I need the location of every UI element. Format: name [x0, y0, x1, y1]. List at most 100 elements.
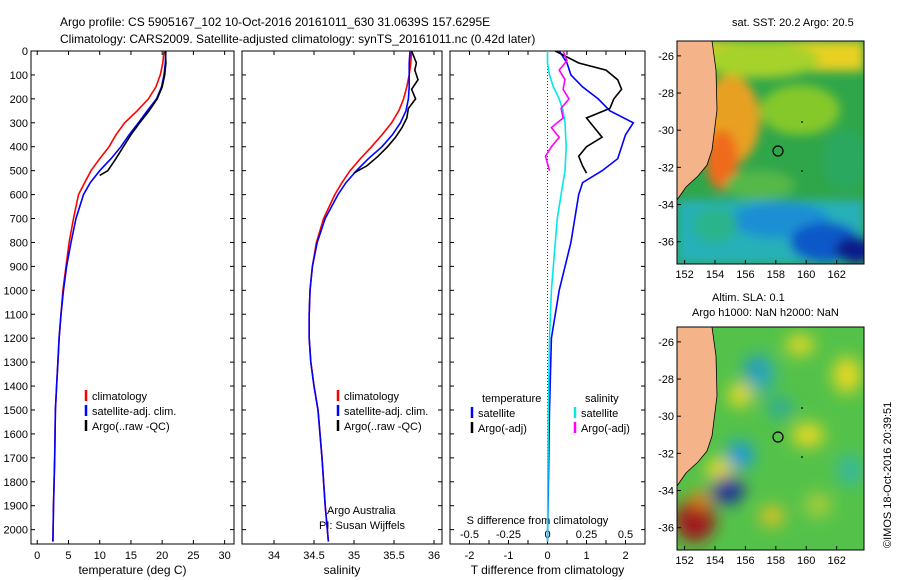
- difference-xtick-label: -1: [504, 550, 514, 562]
- difference-top-xtick-label: -0.25: [496, 529, 521, 541]
- depth-tick-label: 1300: [4, 357, 28, 369]
- sst-map-ticks: 152 154 156 158 160 162 -26 -28 -30 -32 -34 -36: [658, 51, 846, 281]
- depth-tick-label: 500: [10, 166, 28, 178]
- map-xtick-label: 152: [675, 269, 693, 281]
- salinity-xtick-label: 35.5: [383, 550, 404, 562]
- difference-top-xtick-label: -0.5: [460, 529, 479, 541]
- salinity-legend-label: satellite-adj. clim.: [344, 406, 428, 418]
- temperature-xtick-label: 30: [219, 550, 231, 562]
- map-xtick-label: 158: [767, 269, 785, 281]
- map-xtick-label: 158: [767, 555, 785, 567]
- profile-panels: 0100200300400500600700800900100011001200…: [4, 46, 646, 577]
- map-ytick-label: -32: [658, 162, 674, 174]
- depth-tick-label: 300: [10, 118, 28, 130]
- sst-map: sat. SST: 20.2 Argo: 20.5: [658, 17, 865, 281]
- map-ytick-label: -36: [658, 237, 674, 249]
- map-xtick-label: 154: [706, 269, 724, 281]
- salinity-xtick-label: 34: [268, 550, 280, 562]
- temperature-xtick-label: 0: [34, 550, 40, 562]
- difference-xlabel: T difference from climatology: [471, 563, 625, 577]
- depth-tick-label: 100: [10, 70, 28, 82]
- header-line-1: Argo profile: CS 5905167_102 10-Oct-2016…: [60, 15, 490, 29]
- map-ytick-label: -26: [658, 337, 674, 349]
- difference-top-xlabel: S difference from climatology: [467, 515, 609, 527]
- sst-map-frame: [676, 40, 865, 265]
- depth-tick-label: 1800: [4, 477, 28, 489]
- salinity-annotation-line-1: Argo Australia: [327, 505, 396, 517]
- sst-map-title: sat. SST: 20.2 Argo: 20.5: [732, 17, 854, 29]
- salinity-legend-label: climatology: [344, 391, 400, 403]
- difference-legend-heading: temperature: [482, 393, 541, 405]
- map-xtick-label: 160: [797, 555, 815, 567]
- salinity-xtick-label: 34.5: [303, 550, 324, 562]
- temperature-series-argo-raw-qc-: [99, 50, 167, 177]
- map-ytick-label: -30: [658, 125, 674, 137]
- salinity-series-argo-raw-qc-: [353, 50, 419, 174]
- depth-tick-label: 600: [10, 190, 28, 202]
- panel-salinity: 34 34.5 35 35.5 36 salinity climatology satelli…: [241, 50, 443, 577]
- difference-xtick-label: -2: [465, 550, 475, 562]
- difference-series-temperature-argo-adj-: [554, 50, 623, 174]
- depth-tick-label: 400: [10, 142, 28, 154]
- map-xtick-label: 160: [797, 269, 815, 281]
- difference-top-xtick-label: 0.5: [618, 529, 633, 541]
- header-line-2: Climatology: CARS2009. Satellite-adjuste…: [60, 32, 535, 46]
- map-ytick-label: -32: [658, 448, 674, 460]
- map-xtick-label: 152: [675, 555, 693, 567]
- depth-tick-label: 1200: [4, 333, 28, 345]
- map-ytick-label: -36: [658, 523, 674, 535]
- depth-tick-label: 1700: [4, 453, 28, 465]
- difference-legend-heading: salinity: [585, 393, 619, 405]
- depth-tick-label: 900: [10, 261, 28, 273]
- map-ytick-label: -26: [658, 51, 674, 63]
- temperature-legend-label: satellite-adj. clim.: [92, 406, 176, 418]
- map-xtick-label: 162: [827, 269, 845, 281]
- difference-series-salinity-satellite: [546, 51, 568, 542]
- temperature-legend-label: climatology: [92, 391, 148, 403]
- salinity-xlabel: salinity: [324, 563, 361, 577]
- salinity-xtick-label: 35: [348, 550, 360, 562]
- depth-tick-label: 700: [10, 214, 28, 226]
- salinity-axes-frame: [241, 50, 443, 545]
- map-ytick-label: -28: [658, 374, 674, 386]
- depth-tick-label: 1900: [4, 501, 28, 513]
- depth-tick-label: 1100: [4, 309, 28, 321]
- map-ytick-label: -30: [658, 411, 674, 423]
- depth-tick-label: 200: [10, 94, 28, 106]
- temperature-xtick-label: 25: [187, 550, 199, 562]
- depth-tick-label: 800: [10, 237, 28, 249]
- sla-map-ticks: 152 154 156 158 160 162 -26 -28 -30 -32 -34 -36: [658, 337, 846, 567]
- difference-legend-label: Argo(-adj): [581, 423, 630, 435]
- temperature-xlabel: temperature (deg C): [78, 563, 186, 577]
- difference-series-temperature-satellite: [546, 50, 635, 542]
- sla-map-title-1: Altim. SLA: 0.1: [712, 292, 785, 304]
- depth-tick-label: 1500: [4, 405, 28, 417]
- salinity-annotation-line-2: PI: Susan Wijffels: [319, 520, 405, 532]
- temperature-xtick-label: 10: [94, 550, 106, 562]
- difference-legend-label: satellite: [478, 408, 515, 420]
- difference-legend-label: satellite: [581, 408, 618, 420]
- difference-xtick-label: 2: [622, 550, 628, 562]
- difference-xtick-label: 1: [583, 550, 589, 562]
- depth-tick-label: 1000: [4, 285, 28, 297]
- sla-float-marker: [772, 431, 784, 443]
- map-xtick-label: 156: [736, 555, 754, 567]
- temperature-axes-frame: [30, 50, 235, 545]
- difference-xtick-label: 0: [544, 550, 550, 562]
- salinity-xtick-label: 36: [428, 550, 440, 562]
- difference-legend-label: Argo(-adj): [478, 423, 527, 435]
- difference-series-salinity-argo-adj-: [544, 50, 570, 171]
- depth-tick-label: 1600: [4, 429, 28, 441]
- map-xtick-label: 162: [827, 555, 845, 567]
- map-xtick-label: 154: [706, 555, 724, 567]
- map-xtick-label: 156: [736, 269, 754, 281]
- sst-float-marker: [772, 145, 784, 157]
- temperature-xtick-label: 15: [125, 550, 137, 562]
- map-ytick-label: -28: [658, 88, 674, 100]
- sla-map-frame: [676, 326, 865, 551]
- map-ytick-label: -34: [658, 486, 674, 498]
- map-ytick-label: -34: [658, 200, 674, 212]
- sla-map-title-2: Argo h1000: NaN h2000: NaN: [692, 307, 839, 319]
- temperature-xtick-label: 20: [156, 550, 168, 562]
